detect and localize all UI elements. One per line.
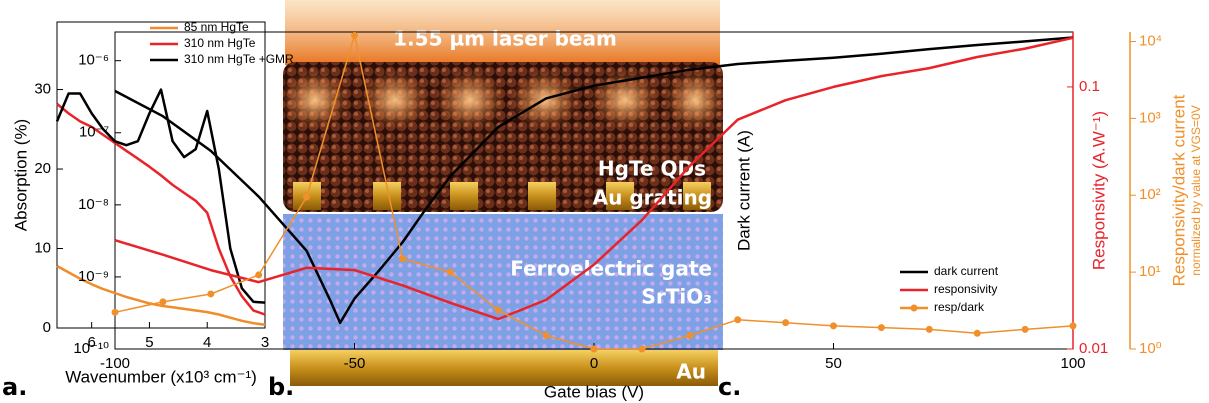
layer-label: HgTe QDs [598, 157, 706, 181]
y-tick-label: 10 [34, 239, 51, 256]
srtio3-glass [283, 214, 723, 350]
marker [159, 298, 167, 306]
hotspot [665, 70, 725, 130]
marker [446, 268, 454, 276]
layer-label: SrTiO₃ [641, 285, 712, 309]
x-axis-label: Wavenumber (x10³ cm⁻¹) [65, 367, 257, 386]
marker [734, 316, 742, 324]
legend-label: responsivity [934, 282, 997, 296]
y-tick-label: 20 [34, 160, 51, 177]
marker [303, 193, 311, 201]
panel-label: a. [2, 373, 27, 401]
y3-axis-label: Responsivity/dark current [1169, 94, 1188, 286]
y-axis-label: Absorption (%) [11, 119, 30, 231]
grating-bar [450, 182, 478, 210]
grating-bar [528, 182, 556, 210]
marker [1069, 322, 1077, 330]
marker [398, 255, 406, 263]
beam-label: 1.55 µm laser beam [393, 27, 617, 51]
series-line [56, 102, 266, 316]
y-tick-label: 10⁻⁷ [79, 124, 109, 141]
marker [1021, 325, 1029, 333]
y3-tick-label: 10¹ [1139, 263, 1161, 280]
marker [207, 290, 215, 298]
layer-label: Au [676, 360, 706, 384]
x-tick-label: 4 [203, 334, 211, 351]
y2-tick-label: 0.01 [1079, 340, 1108, 357]
marker [638, 345, 646, 353]
marker [782, 319, 790, 327]
x-tick-label: 50 [825, 355, 842, 372]
y-tick-label: 0 [43, 319, 51, 336]
marker [111, 308, 119, 316]
y3-tick-label: 10² [1139, 186, 1161, 203]
y-tick-label: 10⁻⁶ [78, 52, 109, 69]
grating-bar [606, 182, 634, 210]
x-tick-label: -100 [100, 355, 130, 372]
hotspot [590, 70, 660, 130]
plot-frame [56, 21, 266, 329]
marker [973, 329, 981, 337]
layer-label: Au grating [593, 186, 712, 210]
y-tick-label: 30 [34, 81, 51, 98]
legend-label: dark current [934, 264, 999, 278]
legend-label: 85 nm HgTe [184, 20, 249, 34]
y-tick-label: 10⁻⁹ [78, 268, 109, 285]
marker [542, 331, 550, 339]
srtio3-layer [283, 214, 723, 350]
au-base [290, 350, 718, 386]
y2-axis-label: Responsivity (A.W⁻¹) [1089, 111, 1108, 270]
marker [686, 331, 694, 339]
y3-tick-label: 10⁰ [1139, 340, 1162, 357]
y-tick-label: 10⁻¹⁰ [73, 340, 109, 357]
x-tick-label: 0 [590, 355, 598, 372]
y3-axis-label: normalized by value at VGS=0V [1189, 105, 1203, 275]
hotspot [435, 70, 505, 130]
marker [590, 345, 598, 353]
layer-label: Ferroelectric gate [510, 257, 712, 281]
x-tick-label: 3 [261, 334, 269, 351]
hotspot [360, 70, 430, 130]
x-tick-label: 100 [1060, 355, 1085, 372]
hotspot [280, 70, 350, 130]
marker [830, 322, 837, 330]
y2-tick-label: 0.1 [1079, 78, 1100, 95]
marker [351, 31, 358, 39]
series-line [56, 264, 266, 327]
grating-bar [683, 182, 711, 210]
x-axis-label: Gate bias (V) [544, 382, 644, 401]
y3-tick-label: 10⁴ [1139, 32, 1162, 49]
series-line [114, 36, 1074, 321]
x-tick-label: 5 [145, 334, 153, 351]
x-tick-label: -50 [344, 355, 366, 372]
panel-label: c. [718, 373, 741, 401]
legend-label: 310 nm HgTe +GMR [184, 52, 294, 66]
y-axis-label: Dark current (A) [734, 130, 753, 251]
y-tick-label: 10⁻⁸ [78, 196, 109, 213]
series-line [55, 88, 266, 304]
marker [494, 306, 502, 314]
legend-label: resp/dark [934, 300, 985, 314]
series-line [114, 36, 1074, 325]
legend-label: 310 nm HgTe [184, 36, 256, 50]
y3-tick-label: 10³ [1139, 109, 1161, 126]
illustration: 1.55 µm laser beam HgTe QDs Au grating F… [280, 0, 725, 386]
legend-marker [910, 304, 918, 312]
panel-label: b. [268, 373, 294, 401]
marker [877, 324, 885, 332]
x-tick-label: 6 [87, 334, 95, 351]
marker [925, 325, 933, 333]
marker [255, 271, 263, 279]
